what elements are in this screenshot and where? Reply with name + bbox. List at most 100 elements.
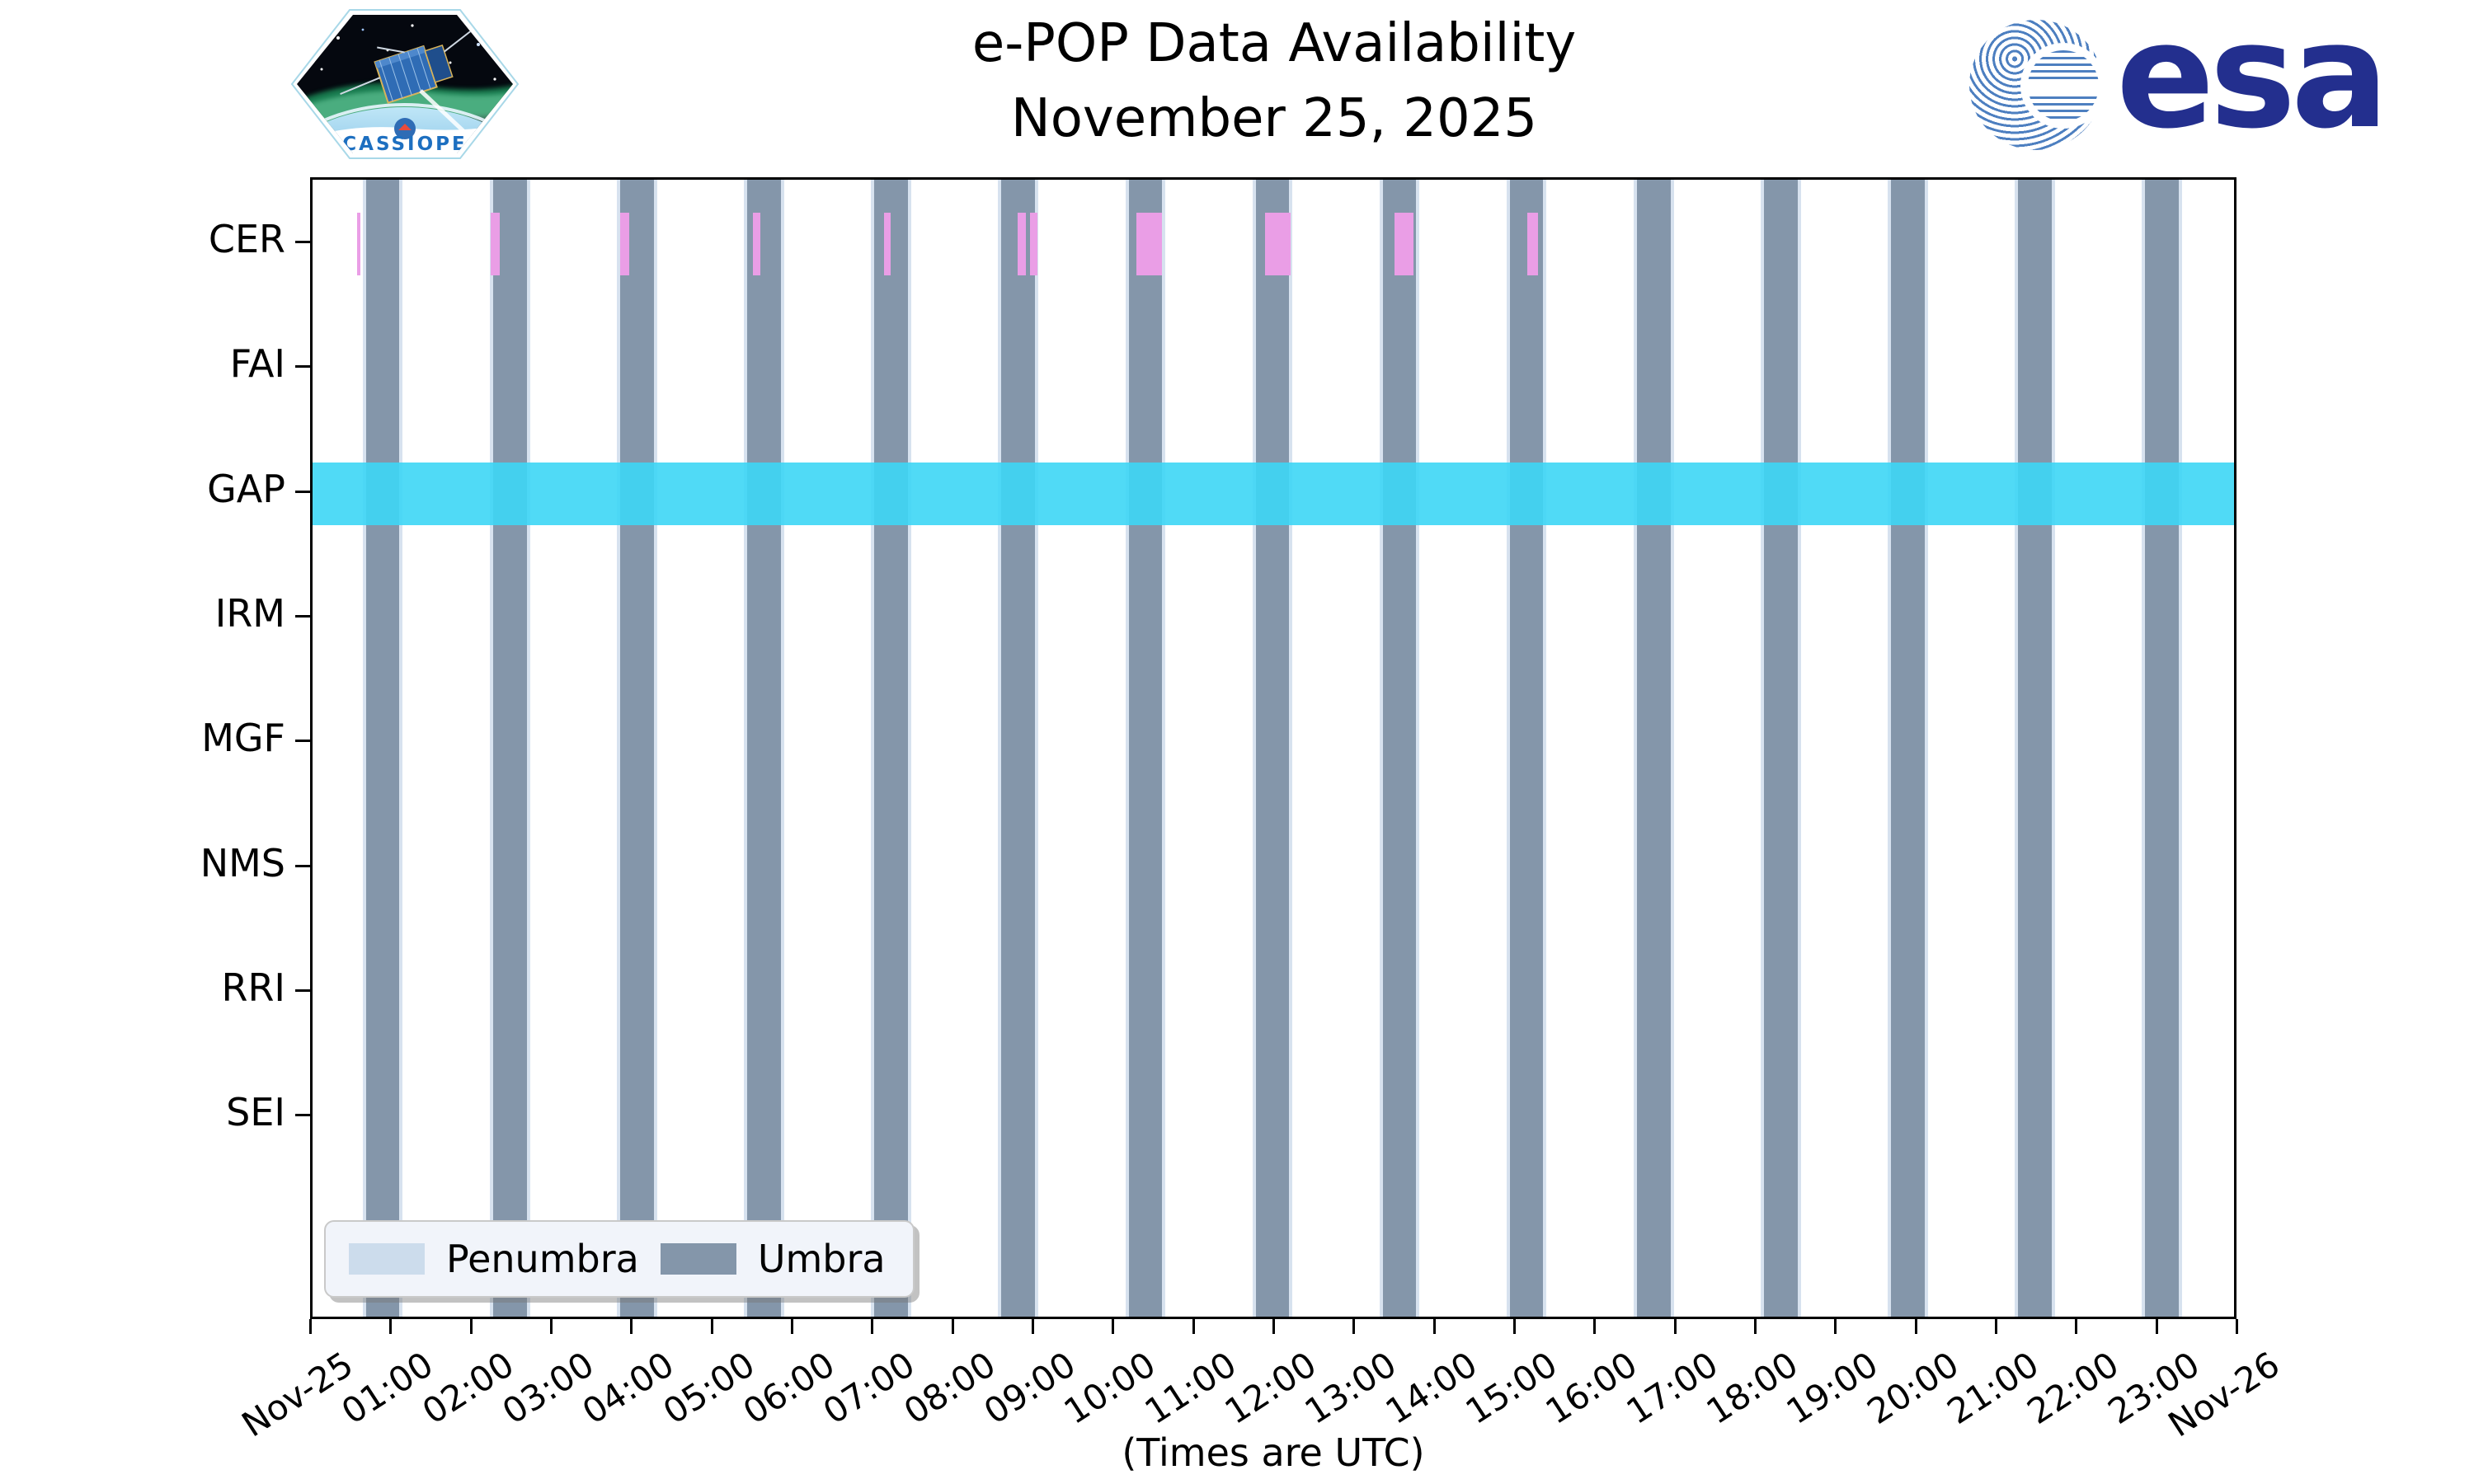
penumbra-bar (1633, 180, 1637, 1317)
cer-data-bar (620, 213, 630, 275)
umbra-bar (1509, 180, 1544, 1317)
row-label: SEI (226, 1090, 285, 1135)
row-label: NMS (200, 840, 285, 885)
penumbra-bar (2051, 180, 2055, 1317)
row-label: RRI (221, 965, 286, 1010)
penumbra-bar (1506, 180, 1510, 1317)
cer-data-bar (1017, 213, 1026, 275)
cer-data-bar (1265, 213, 1291, 275)
penumbra-bar (871, 180, 875, 1317)
x-tick (710, 1319, 713, 1334)
esa-wordmark: esa (2116, 0, 2389, 161)
satellite (340, 24, 480, 104)
penumbra-bar (1924, 180, 1928, 1317)
umbra-bar (1764, 180, 1798, 1317)
penumbra-bar (526, 180, 530, 1317)
row-label: CER (208, 217, 285, 261)
legend-entry-penumbra: Penumbra (349, 1237, 639, 1281)
umbra-bar (1637, 180, 1671, 1317)
x-tick (389, 1319, 393, 1334)
penumbra-bar (1125, 180, 1129, 1317)
penumbra-bar (653, 180, 657, 1317)
cer-data-bar (883, 213, 891, 275)
penumbra-label: Penumbra (446, 1237, 639, 1281)
penumbra-bar (907, 180, 911, 1317)
x-tick-label: Nov-26 (2161, 1344, 2387, 1444)
penumbra-bar (1761, 180, 1765, 1317)
cer-data-bar (752, 213, 761, 275)
umbra-bar (1891, 180, 1925, 1317)
umbra-bar (1382, 180, 1417, 1317)
penumbra-bar (780, 180, 784, 1317)
cer-data-bar (490, 213, 501, 275)
penumbra-bar (998, 180, 1002, 1317)
umbra-swatch (660, 1243, 736, 1275)
x-tick (1352, 1319, 1356, 1334)
penumbra-bar (1162, 180, 1166, 1317)
cer-data-bar (1526, 213, 1538, 275)
x-axis-title: (Times are UTC) (1122, 1430, 1425, 1475)
umbra-bar (2018, 180, 2052, 1317)
cassiope-badge-text: CASSIOPE (342, 134, 467, 155)
y-tick (295, 1114, 310, 1117)
esa-e-icon (2020, 43, 2106, 129)
penumbra-bar (1543, 180, 1547, 1317)
penumbra-bar (1252, 180, 1256, 1317)
penumbra-bar (1888, 180, 1892, 1317)
x-tick (1272, 1319, 1275, 1334)
umbra-bar (1255, 180, 1290, 1317)
x-tick (1032, 1319, 1034, 1334)
cer-data-bar (1029, 213, 1038, 275)
x-tick (1593, 1319, 1597, 1334)
penumbra-bar (1035, 180, 1039, 1317)
legend: Penumbra Umbra (324, 1220, 915, 1298)
x-tick (2155, 1319, 2158, 1334)
x-tick (1673, 1319, 1677, 1334)
umbra-bar (493, 180, 527, 1317)
umbra-bar (1001, 180, 1035, 1317)
penumbra-bar (744, 180, 748, 1317)
x-tick (951, 1319, 954, 1334)
penumbra-bar (1670, 180, 1674, 1317)
x-tick (309, 1319, 312, 1334)
y-tick (295, 241, 310, 243)
penumbra-bar (617, 180, 621, 1317)
x-tick (1112, 1319, 1115, 1334)
penumbra-bar (489, 180, 493, 1317)
umbra-bar (620, 180, 654, 1317)
x-tick (550, 1319, 553, 1334)
row-label: MGF (201, 716, 285, 761)
esa-logo: esa (1969, 0, 2392, 161)
x-tick (1914, 1319, 1917, 1334)
title-line1: e-POP Data Availability (971, 13, 1577, 74)
penumbra-bar (2179, 180, 2183, 1317)
x-tick (1754, 1319, 1757, 1334)
y-tick (295, 365, 310, 369)
x-tick (1192, 1319, 1195, 1334)
penumbra-bar (2142, 180, 2146, 1317)
penumbra-bar (1289, 180, 1293, 1317)
umbra-bar (874, 180, 908, 1317)
satellite-beam (419, 89, 478, 145)
penumbra-swatch (349, 1243, 425, 1275)
cer-data-bar (356, 213, 361, 275)
row-label: FAI (229, 341, 285, 387)
y-tick (295, 989, 310, 992)
umbra-bar (365, 180, 400, 1317)
x-tick (1513, 1319, 1516, 1334)
gap-band (313, 462, 2234, 525)
umbra-bar (747, 180, 781, 1317)
x-tick (1432, 1319, 1436, 1334)
legend-entry-umbra: Umbra (660, 1237, 886, 1281)
y-tick (295, 614, 310, 618)
cer-data-bar (1395, 213, 1414, 275)
x-tick (2236, 1319, 2238, 1334)
umbra-label: Umbra (757, 1237, 886, 1281)
x-tick (469, 1319, 473, 1334)
x-tick (2075, 1319, 2078, 1334)
x-tick (1834, 1319, 1837, 1334)
chart-title: e-POP Data Availability November 25, 202… (858, 7, 1691, 157)
cassiope-mission-badge: CASSIOPE (289, 5, 521, 163)
y-tick (295, 864, 310, 867)
plot-area (310, 177, 2236, 1319)
